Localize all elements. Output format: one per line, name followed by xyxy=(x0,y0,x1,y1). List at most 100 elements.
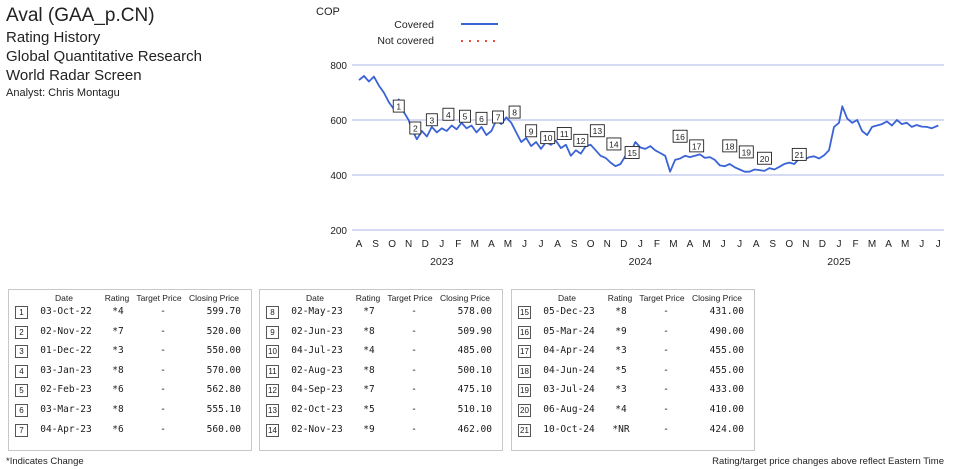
table-row: 21 10-Oct-24 *NR - 424.00 xyxy=(512,421,754,439)
x-tick-label: N xyxy=(405,239,412,250)
x-tick-label: M xyxy=(868,239,876,250)
row-index: 18 xyxy=(518,364,531,378)
event-marker-label: 1 xyxy=(396,102,401,112)
y-tick-label: 600 xyxy=(330,116,347,127)
row-target-price: - xyxy=(161,404,165,415)
row-target-price: - xyxy=(664,364,668,376)
row-rating: *6 xyxy=(112,384,124,396)
event-marker-label: 10 xyxy=(543,133,553,143)
row-rating: *9 xyxy=(615,325,627,337)
row-index: 13 xyxy=(266,404,279,417)
table-row: 14 02-Nov-23 *9 - 462.00 xyxy=(260,421,502,439)
column-header-date: Date xyxy=(55,293,73,303)
row-closing-price: 510.10 xyxy=(457,404,492,415)
x-tick-label: M xyxy=(901,239,909,250)
row-index: 8 xyxy=(266,306,279,319)
x-tick-label: N xyxy=(802,239,809,250)
row-closing-price: 410.00 xyxy=(709,404,744,415)
row-closing-price: 555.10 xyxy=(206,404,241,415)
row-rating: *4 xyxy=(112,306,124,317)
rating-table-1: Date Rating Target Price Closing Price 1 03-O… xyxy=(8,289,252,451)
x-tick-label: A xyxy=(356,239,363,250)
event-marker-label: 6 xyxy=(479,114,484,124)
event-marker-box xyxy=(492,110,505,124)
report-header: Aval (GAA_p.CN) Rating History Global Qu… xyxy=(6,4,202,100)
x-year-label: 2025 xyxy=(827,256,851,268)
row-index: 1 xyxy=(15,306,28,319)
table-header: Date Rating Target Price Closing Price xyxy=(512,293,754,315)
row-date: 04-Jul-23 xyxy=(291,345,343,357)
event-marker-box xyxy=(556,127,572,140)
column-header-rating: Rating xyxy=(607,293,633,303)
x-tick-label: M xyxy=(471,239,479,250)
event-marker-box xyxy=(589,124,605,138)
row-rating: *7 xyxy=(363,306,375,317)
row-target-price: - xyxy=(412,404,416,415)
event-marker-box xyxy=(425,113,438,127)
row-closing-price: 599.70 xyxy=(206,306,241,317)
x-tick-label: D xyxy=(620,239,627,250)
row-date: 02-Nov-23 xyxy=(291,423,343,435)
table-row: 8 02-May-23 *7 - 578.00 xyxy=(260,303,502,321)
row-index: 11 xyxy=(266,364,279,378)
event-marker-label: 9 xyxy=(529,126,534,136)
event-marker-label: 4 xyxy=(446,110,451,120)
event-marker-box xyxy=(757,151,772,165)
x-tick-label: J xyxy=(522,239,527,250)
y-axis-label: COP xyxy=(316,6,340,18)
row-target-price: - xyxy=(161,364,165,376)
event-marker-box xyxy=(459,109,471,123)
legend-covered-label: Covered xyxy=(394,19,434,31)
event-marker-box xyxy=(573,133,589,147)
x-tick-label: N xyxy=(604,239,611,250)
row-date: 02-Aug-23 xyxy=(291,364,343,376)
table-row: 17 04-Apr-24 *3 - 455.00 xyxy=(512,342,754,360)
event-marker-box xyxy=(475,111,488,125)
row-closing-price: 431.00 xyxy=(709,306,744,317)
row-target-price: - xyxy=(412,306,416,317)
table-row: 7 04-Apr-23 *6 - 560.00 xyxy=(9,421,251,439)
column-header-target: Target Price xyxy=(136,293,182,303)
table-row: 3 01-Dec-22 *3 - 550.00 xyxy=(9,342,251,360)
x-tick-label: F xyxy=(455,239,461,250)
table-row: 19 03-Jul-24 *3 - 433.00 xyxy=(512,381,754,399)
row-rating: *8 xyxy=(112,404,124,415)
row-date: 03-Jul-24 xyxy=(543,384,595,396)
row-closing-price: 509.90 xyxy=(457,325,492,337)
row-date: 04-Jun-24 xyxy=(543,364,595,376)
row-closing-price: 560.00 xyxy=(206,423,241,435)
row-target-price: - xyxy=(161,384,165,396)
row-date: 06-Aug-24 xyxy=(543,404,595,415)
x-tick-label: J xyxy=(721,239,726,250)
row-rating: *NR xyxy=(612,423,630,435)
row-index: 10 xyxy=(266,345,279,359)
table-row: 6 03-Mar-23 *8 - 555.10 xyxy=(9,401,251,419)
row-index: 5 xyxy=(15,384,28,398)
page-title: Aval (GAA_p.CN) xyxy=(6,5,155,26)
x-tick-label: J xyxy=(737,239,742,250)
row-date: 03-Jan-23 xyxy=(40,364,92,376)
row-closing-price: 475.10 xyxy=(457,384,492,396)
row-closing-price: 433.00 xyxy=(709,384,744,396)
row-target-price: - xyxy=(412,325,416,337)
table-header: Date Rating Target Price Closing Price xyxy=(260,293,502,315)
row-rating: *7 xyxy=(363,384,375,396)
row-index: 15 xyxy=(518,306,531,319)
x-tick-label: A xyxy=(488,239,495,250)
table-row: 12 04-Sep-23 *7 - 475.10 xyxy=(260,381,502,399)
row-rating: *6 xyxy=(112,423,124,435)
event-marker-label: 16 xyxy=(675,132,685,142)
table-row: 4 03-Jan-23 *8 - 570.00 xyxy=(9,362,251,380)
event-marker-box xyxy=(409,121,422,135)
row-rating: *8 xyxy=(112,364,124,376)
row-index: 7 xyxy=(15,423,28,437)
subtitle-research-group: Global Quantitative Research xyxy=(6,48,202,65)
y-tick-label: 400 xyxy=(330,171,347,182)
x-tick-label: O xyxy=(388,239,396,250)
row-date: 10-Oct-24 xyxy=(543,423,595,435)
x-tick-label: O xyxy=(785,239,793,250)
event-marker-box xyxy=(689,139,705,153)
row-rating: *4 xyxy=(615,404,627,415)
event-marker-box xyxy=(606,137,622,151)
x-tick-label: D xyxy=(422,239,429,250)
